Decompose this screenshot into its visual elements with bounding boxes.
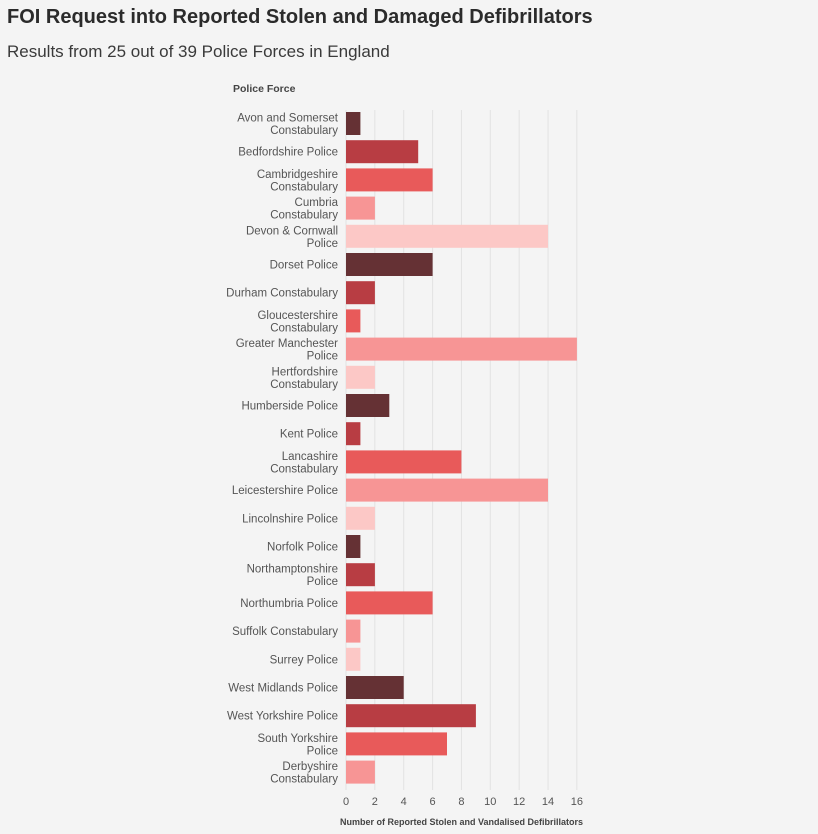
category-label: Gloucestershire xyxy=(257,310,338,322)
x-tick-label: 4 xyxy=(401,796,407,808)
category-label: Leicestershire Police xyxy=(232,485,338,497)
bar xyxy=(346,309,361,333)
category-label: Cambridgeshire xyxy=(257,169,338,181)
category-label: Greater Manchester xyxy=(236,338,338,350)
category-label: Police xyxy=(307,576,338,588)
category-label: Bedfordshire Police xyxy=(238,147,338,159)
bar xyxy=(346,168,433,192)
category-label: West Yorkshire Police xyxy=(227,711,338,723)
bar xyxy=(346,140,419,164)
bar xyxy=(346,563,375,587)
category-label: Constabulary xyxy=(270,379,338,391)
category-label: Lancashire xyxy=(282,451,338,463)
bar xyxy=(346,450,462,474)
category-label: South Yorkshire xyxy=(257,733,338,745)
x-axis-title: Number of Reported Stolen and Vandalised… xyxy=(340,817,583,827)
bar xyxy=(346,478,548,502)
bar xyxy=(346,224,548,248)
category-label: Constabulary xyxy=(270,463,338,475)
x-tick-label: 8 xyxy=(458,796,464,808)
category-label: Cumbria xyxy=(295,197,339,209)
category-label: Kent Police xyxy=(280,429,338,441)
bar xyxy=(346,112,361,135)
bar xyxy=(346,365,375,389)
x-tick-label: 0 xyxy=(343,796,349,808)
bars xyxy=(346,112,577,784)
bar xyxy=(346,337,577,361)
bar xyxy=(346,506,375,530)
bar xyxy=(346,619,361,643)
category-label: Police xyxy=(307,745,338,757)
bar xyxy=(346,676,404,699)
bar xyxy=(346,591,433,615)
bar xyxy=(346,253,433,276)
category-label: Police xyxy=(307,351,338,363)
category-label: Humberside Police xyxy=(241,401,338,413)
category-label: Constabulary xyxy=(270,125,338,137)
x-tick-label: 2 xyxy=(372,796,378,808)
category-label: Constabulary xyxy=(270,774,338,786)
bar xyxy=(346,535,361,558)
category-label: Police xyxy=(307,238,338,250)
x-tick-label: 16 xyxy=(571,796,583,808)
category-label: Devon & Cornwall xyxy=(246,225,338,237)
category-label: Avon and Somerset xyxy=(237,113,339,125)
category-label: Hertfordshire xyxy=(272,366,338,378)
x-tick-label: 12 xyxy=(513,796,525,808)
category-label: West Midlands Police xyxy=(228,683,338,695)
bar xyxy=(346,732,447,756)
y-axis-title: Police Force xyxy=(233,83,296,95)
bar xyxy=(346,704,476,728)
category-label: Suffolk Constabulary xyxy=(232,626,338,638)
chart-subtitle: Results from 25 out of 39 Police Forces … xyxy=(7,42,390,61)
category-label: Surrey Police xyxy=(270,654,338,666)
x-tick-label: 14 xyxy=(542,796,554,808)
category-label: Durham Constabulary xyxy=(226,288,338,300)
x-axis-ticks: 0 2 4 6 8 10 12 14 16 xyxy=(343,796,583,808)
category-label: Norfolk Police xyxy=(267,542,338,554)
bar xyxy=(346,394,390,417)
category-label: Northumbria Police xyxy=(240,598,338,610)
x-tick-label: 6 xyxy=(430,796,436,808)
bar xyxy=(346,760,375,784)
x-tick-label: 10 xyxy=(484,796,496,808)
chart-title: FOI Request into Reported Stolen and Dam… xyxy=(7,6,593,28)
category-labels: Avon and SomersetConstabularyBedfordshir… xyxy=(226,113,339,786)
category-label: Northamptonshire xyxy=(247,564,338,576)
category-label: Constabulary xyxy=(270,210,338,222)
category-label: Lincolnshire Police xyxy=(242,513,338,525)
category-label: Dorset Police xyxy=(270,260,338,272)
bar xyxy=(346,422,361,446)
category-label: Derbyshire xyxy=(282,761,338,773)
category-label: Constabulary xyxy=(270,322,338,334)
category-label: Constabulary xyxy=(270,181,338,193)
bar xyxy=(346,281,375,305)
bar xyxy=(346,196,375,220)
bar xyxy=(346,647,361,671)
